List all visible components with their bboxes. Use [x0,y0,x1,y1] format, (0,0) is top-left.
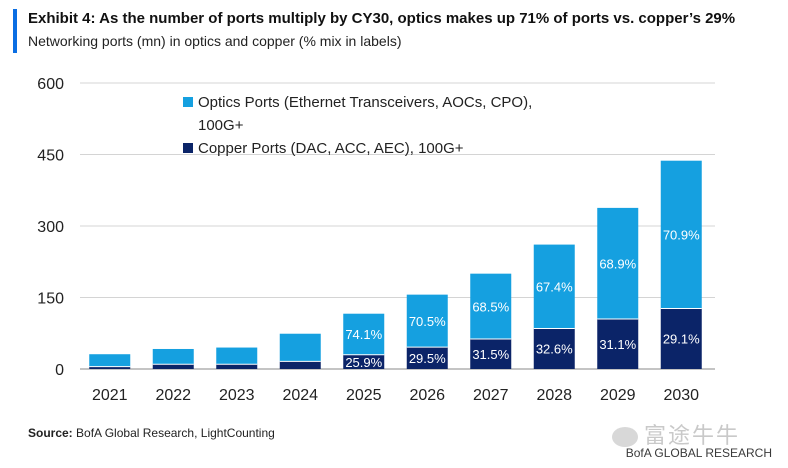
y-tick-label: 300 [37,219,64,236]
data-label-copper-2025: 25.9% [345,355,382,370]
data-label-copper-2026: 29.5% [409,351,446,366]
legend-swatch-copper [183,143,193,153]
x-tick-label: 2027 [473,387,509,404]
y-tick-label: 150 [37,291,64,308]
chart-area: 0 150 300 450 600 2021 2022 2023 2024 25.9% 74.1% 2… [37,76,715,404]
x-tick-label: 2025 [346,387,382,404]
y-tick-label: 450 [37,148,64,165]
legend-swatch-optics [183,97,193,107]
x-tick-label: 2028 [536,387,572,404]
x-tick-label: 2029 [600,387,636,404]
bar-optics-2022 [152,348,194,365]
x-tick-label: 2026 [409,387,445,404]
data-label-optics-2026: 70.5% [409,314,446,329]
y-tick-label: 600 [37,76,64,93]
legend-label-optics: Optics Ports (Ethernet Transceivers, AOC… [198,94,532,134]
bar-copper-2023 [216,364,258,369]
bar-optics-2029 [597,207,639,319]
bar-optics-2030 [660,160,702,309]
bar-copper-2025 [343,354,385,369]
title-accent-bar [13,9,17,53]
bar-copper-2028 [533,328,575,369]
exhibit-title: Exhibit 4: As the number of ports multip… [28,10,736,27]
data-label-optics-2025: 74.1% [345,327,382,342]
bar-copper-2027 [470,338,512,369]
bar-optics-2025 [343,313,385,355]
data-label-optics-2030: 70.9% [663,228,700,243]
bar-optics-2024 [279,333,321,362]
data-label-copper-2027: 31.5% [472,347,509,362]
bar-optics-2028 [533,244,575,329]
data-label-copper-2029: 31.1% [599,337,636,352]
data-label-optics-2027: 68.5% [472,299,509,314]
bar-optics-2026 [406,294,448,348]
bar-copper-2030 [660,308,702,369]
source-label: Source: [28,426,73,440]
bar-copper-2022 [152,364,194,369]
bar-optics-2023 [216,347,258,365]
bar-copper-2024 [279,361,321,369]
source-text: BofA Global Research, LightCounting [76,426,275,440]
x-tick-label: 2022 [155,387,191,404]
watermark-text: 富途牛牛 [644,423,741,448]
y-tick-label: 0 [55,362,64,379]
x-tick-label: 2023 [219,387,255,404]
bar-copper-2029 [597,318,639,369]
data-label-copper-2030: 29.1% [663,332,700,347]
data-label-copper-2028: 32.6% [536,342,573,357]
x-tick-label: 2021 [92,387,128,404]
data-label-optics-2029: 68.9% [599,256,636,271]
exhibit-subtitle: Networking ports (mn) in optics and copp… [28,33,402,49]
bar-optics-2027 [470,273,512,339]
bar-optics-2021 [89,354,131,367]
x-tick-label: 2030 [663,387,699,404]
x-tick-label: 2024 [282,387,318,404]
data-label-optics-2028: 67.4% [536,280,573,295]
source-note: Source: BofA Global Research, LightCount… [28,426,275,440]
watermark-logo-icon [612,427,638,448]
bar-copper-2021 [89,366,131,369]
legend-label-copper: Copper Ports (DAC, ACC, AEC), 100G+ [198,140,464,157]
bar-copper-2026 [406,347,448,369]
watermark: 富途牛牛 [612,418,740,450]
footer-brand: BofA GLOBAL RESEARCH [625,446,772,460]
